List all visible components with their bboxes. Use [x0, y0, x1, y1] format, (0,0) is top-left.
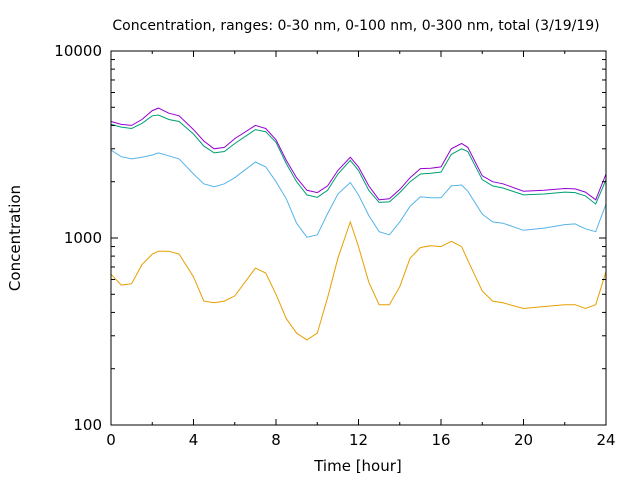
y-tick-label: 10000: [54, 42, 102, 60]
x-tick-label: 4: [189, 431, 199, 449]
x-tick-label: 8: [271, 431, 281, 449]
series-line-2: [110, 149, 607, 238]
y-tick-label: 100: [73, 416, 102, 434]
series-line-4: [110, 107, 607, 201]
plot-frame: [110, 50, 607, 426]
x-tick-label: 24: [596, 431, 615, 449]
chart-title: Concentration, ranges: 0-30 nm, 0-100 nm…: [112, 18, 599, 34]
x-axis-label: Time [hour]: [313, 457, 402, 475]
x-tick-label: 0: [106, 431, 116, 449]
y-axis: 100 1000 10000: [54, 42, 606, 434]
x-axis: 0 4 8 12 16 20 24: [106, 51, 616, 449]
series-line-3: [110, 114, 607, 205]
plot-area: [110, 107, 607, 341]
x-tick-label: 16: [431, 431, 450, 449]
y-axis-label: Concentration: [6, 185, 24, 291]
series-line-1: [110, 220, 607, 341]
x-tick-label: 12: [349, 431, 368, 449]
y-tick-label: 1000: [64, 229, 102, 247]
x-tick-label: 20: [514, 431, 533, 449]
